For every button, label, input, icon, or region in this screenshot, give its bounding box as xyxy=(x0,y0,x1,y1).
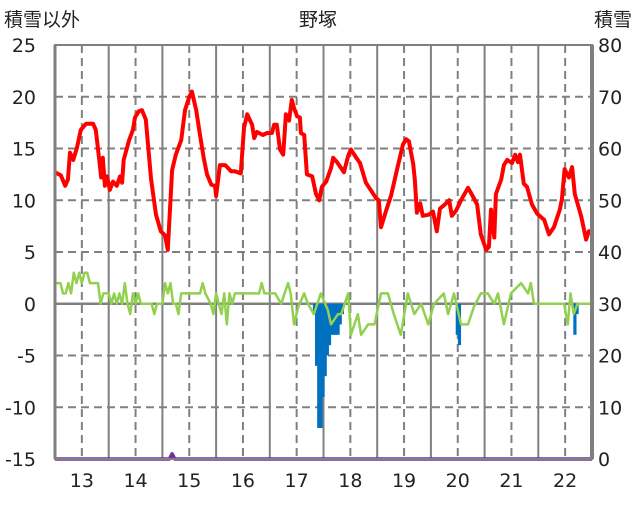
x-tick-label: 13 xyxy=(70,470,94,492)
right-axis-title: 積雪 xyxy=(594,9,632,31)
y-right-tick-label: 0 xyxy=(598,449,610,471)
y-right-tick-label: 10 xyxy=(598,397,622,419)
chart-title: 野塚 xyxy=(299,9,337,31)
tick-labels: 13 14 15 16 17 18 19 20 21 222520151050-5-10-1580… xyxy=(5,35,622,492)
snowfall-bar xyxy=(457,303,462,346)
y-left-tick-label: 5 xyxy=(24,242,36,264)
x-tick-label: 15 xyxy=(177,470,201,492)
y-right-tick-label: 80 xyxy=(598,35,622,57)
snowfall-bar xyxy=(323,303,327,377)
y-right-tick-label: 20 xyxy=(598,346,622,368)
x-tick-label: 16 xyxy=(231,470,255,492)
temperature-line xyxy=(54,89,592,252)
change-line xyxy=(55,271,591,337)
y-right-tick-label: 70 xyxy=(598,87,622,109)
y-left-tick-label: -10 xyxy=(5,397,36,419)
y-right-tick-label: 30 xyxy=(598,294,622,316)
x-tick-label: 14 xyxy=(123,470,147,492)
y-left-tick-label: -5 xyxy=(17,346,36,368)
x-tick-label: 19 xyxy=(392,470,416,492)
y-right-tick-label: 40 xyxy=(598,242,622,264)
snowfall-bar xyxy=(317,303,321,428)
x-tick-label: 21 xyxy=(499,470,523,492)
y-left-tick-label: 15 xyxy=(12,139,36,161)
x-tick-label: 17 xyxy=(285,470,309,492)
x-tick-label: 22 xyxy=(553,470,577,492)
left-axis-title: 積雪以外 xyxy=(4,9,80,31)
snowfall-bar xyxy=(330,303,334,335)
snowfall-bar xyxy=(321,303,325,397)
y-left-tick-label: 0 xyxy=(24,294,36,316)
snowfall-bar xyxy=(315,303,319,366)
plot-frame xyxy=(53,44,594,460)
y-left-tick-label: 20 xyxy=(12,87,36,109)
snowfall-bar xyxy=(573,303,577,335)
snowfall-bar xyxy=(575,303,579,315)
y-left-tick-label: 25 xyxy=(12,35,36,57)
y-right-tick-label: 60 xyxy=(598,139,622,161)
snowfall-bar xyxy=(336,303,340,335)
x-tick-label: 18 xyxy=(338,470,362,492)
snowfall-bar xyxy=(455,303,459,335)
snowfall-bar xyxy=(327,303,332,346)
y-left-tick-label: 10 xyxy=(12,190,36,212)
y-right-tick-label: 50 xyxy=(598,190,622,212)
snowfall-bar xyxy=(319,303,323,428)
y-left-tick-label: -15 xyxy=(5,449,36,471)
snowfall-bar xyxy=(325,303,329,356)
x-tick-label: 20 xyxy=(446,470,470,492)
